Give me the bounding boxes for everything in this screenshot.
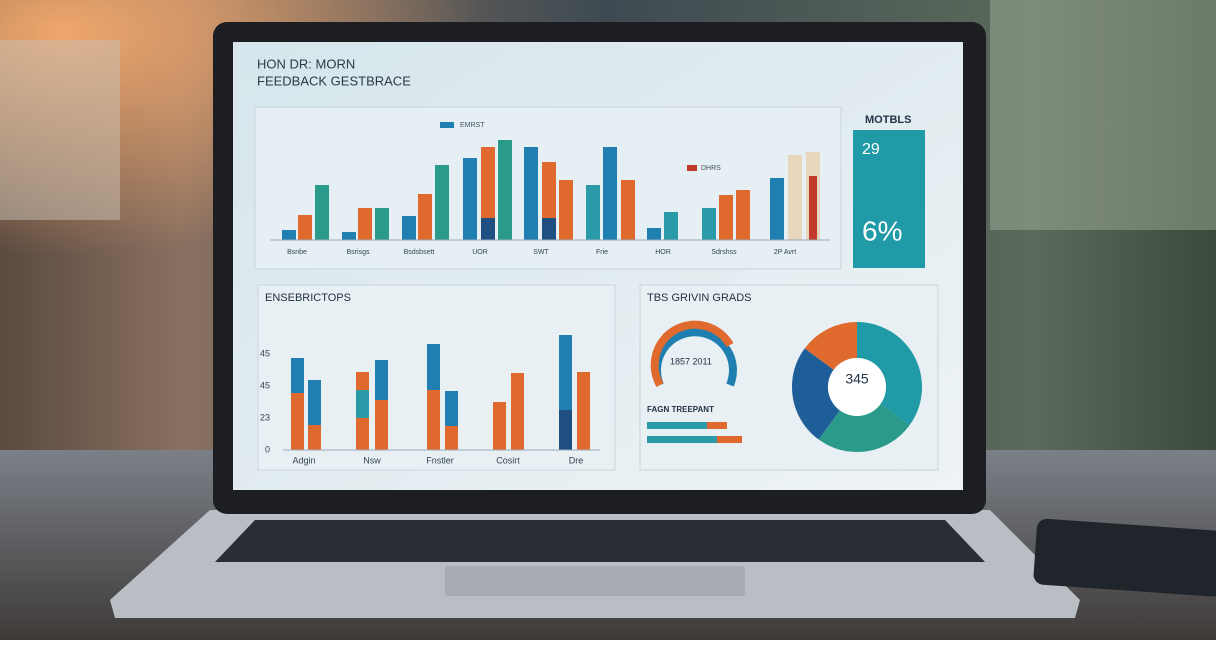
category-label: Bsdsbsett [404, 249, 435, 256]
category-label: Cosirt [496, 455, 520, 465]
keyboard [215, 520, 985, 562]
category-label: HOR [655, 249, 671, 256]
panel-title: TBS GRIVIN GRADS [647, 292, 752, 304]
left-bars [283, 335, 600, 451]
donut [792, 322, 922, 452]
category-label: UOR [472, 249, 488, 256]
stat-big-value: 6% [862, 215, 902, 246]
window [0, 40, 120, 220]
progress [647, 422, 707, 429]
section-title: FAGN TREEPANT [647, 405, 714, 414]
category-label: Bsrisgs [347, 249, 370, 256]
progress [717, 436, 742, 443]
y-label: 23 [260, 412, 270, 422]
panel-title: ENSEBRICTOPS [265, 292, 351, 304]
trackpad [445, 566, 745, 596]
subtitle: FEEDBACK GESTBRACE [257, 73, 411, 88]
category-label: Bsnbe [287, 249, 307, 256]
title: HON DR: MORN [257, 56, 355, 71]
category-label: Dre [569, 455, 584, 465]
category-label: SWT [533, 249, 549, 256]
donut-hole [828, 358, 886, 416]
category-label: Fnstler [426, 455, 454, 465]
legend-swatch [687, 165, 697, 171]
phone [1033, 518, 1216, 597]
category-label: Nsw [363, 455, 381, 465]
top-categories: Bsnbe Bsrisgs Bsdsbsett UOR SWT Frie HOR Sdrshs… [287, 249, 796, 256]
legend-swatch [440, 122, 454, 128]
top-bars [270, 140, 830, 241]
stat-card [853, 130, 925, 268]
category-label: 2P Avrt [774, 249, 796, 256]
category-label: Adgin [292, 455, 315, 465]
window [990, 0, 1216, 230]
category-label: Frie [596, 249, 608, 256]
progress [707, 422, 727, 429]
category-label: Sdrshss [711, 249, 737, 256]
gauge-label: 1857 2011 [670, 356, 712, 366]
donut-value: 345 [845, 371, 869, 387]
y-label: 0 [265, 444, 270, 454]
stat-title: MOTBLS [865, 114, 911, 126]
progress [647, 436, 717, 443]
left-categories: Adgin Nsw Fnstler Cosirt Dre [292, 455, 583, 465]
y-label: 45 [260, 348, 270, 358]
y-labels: 45 45 23 0 [260, 348, 270, 454]
legend-label: EMRST [460, 122, 485, 129]
stat-value: 29 [862, 141, 880, 158]
legend-label: DHRS [701, 165, 721, 172]
y-label: 45 [260, 380, 270, 390]
gauge-arc [650, 320, 734, 387]
